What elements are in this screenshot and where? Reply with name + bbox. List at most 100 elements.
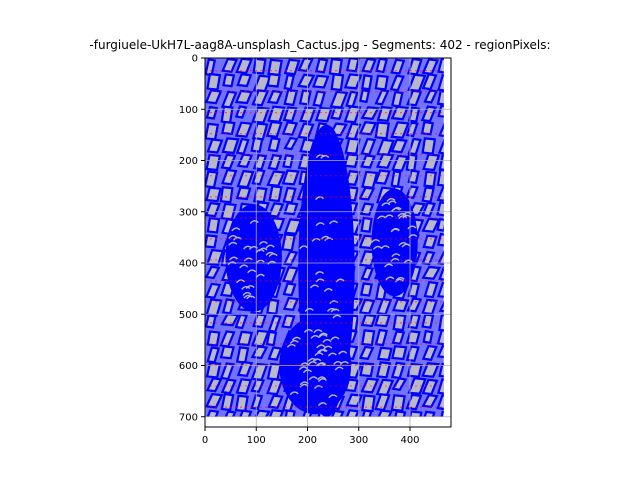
cactus-texture: [308, 376, 318, 381]
x-tick-label: 100: [247, 435, 266, 446]
y-tick-label: 300: [179, 207, 198, 218]
segment: [283, 218, 303, 235]
segment: [235, 346, 250, 364]
segment: [391, 377, 408, 392]
segment: [282, 154, 295, 169]
segment: [298, 89, 312, 106]
cactus-texture: [245, 285, 255, 290]
segment: [297, 73, 316, 89]
segment: [391, 90, 404, 108]
segment: [343, 73, 363, 90]
cactus-texture: [289, 339, 299, 344]
segment: [389, 74, 405, 92]
cactus-texture: [248, 245, 258, 250]
segment: [283, 88, 299, 107]
segment: [205, 392, 224, 409]
segment: [205, 201, 221, 218]
segment: [205, 314, 217, 329]
segment: [205, 170, 219, 189]
cactus-texture: [403, 259, 413, 264]
segment: [235, 186, 252, 201]
segment: [222, 73, 236, 88]
segment: [375, 153, 395, 169]
segment: [391, 154, 409, 172]
cactus-texture: [243, 257, 253, 262]
segment: [436, 185, 444, 202]
cactus-texture: [239, 264, 249, 269]
cactus-texture: [394, 278, 404, 283]
segment: [361, 329, 376, 347]
cactus-texture: [329, 300, 339, 305]
segment: [206, 248, 225, 266]
segment: [284, 409, 296, 417]
segment: [437, 74, 444, 92]
segment: [392, 313, 407, 332]
segment: [436, 232, 444, 247]
cactus-texture: [265, 244, 275, 249]
x-tick-label: 300: [349, 435, 368, 446]
cactus-texture: [318, 348, 328, 353]
segment: [206, 72, 222, 91]
segment: [360, 266, 375, 281]
segment: [283, 58, 301, 76]
cactus-texture: [338, 350, 348, 355]
segment: [421, 217, 441, 233]
segment: [224, 410, 237, 417]
cactus-texture: [318, 332, 328, 337]
x-tick-label: 200: [298, 435, 317, 446]
segment: [374, 89, 390, 106]
segment: [267, 314, 282, 333]
segment: [360, 313, 377, 328]
cactus-texture: [408, 234, 418, 239]
segment: [375, 361, 392, 379]
cactus-texture: [258, 241, 268, 246]
cactus-texture: [298, 366, 308, 371]
x-axis: 0 100 200 300 400: [202, 427, 420, 446]
segment: [267, 394, 284, 409]
cactus-texture: [397, 212, 407, 217]
segment: [234, 121, 253, 138]
cactus-segment: [371, 188, 418, 297]
segment: [205, 377, 223, 393]
segment: [234, 89, 254, 105]
segment: [376, 105, 393, 122]
segment: [392, 298, 410, 313]
segment: [436, 168, 444, 187]
segment: [374, 328, 389, 347]
segment: [252, 153, 268, 171]
cactus-texture: [372, 245, 383, 250]
segment: [421, 137, 437, 155]
segment: [421, 250, 436, 266]
cactus-texture: [323, 345, 333, 350]
segment: [438, 362, 444, 378]
segment: [361, 394, 376, 413]
segment: [359, 362, 375, 378]
cactus-texture: [247, 269, 257, 274]
cactus-texture: [390, 228, 400, 233]
cactus-texture: [318, 334, 328, 338]
segment: [281, 266, 300, 283]
segment: [282, 282, 297, 297]
cactus-texture: [398, 215, 408, 220]
y-tick-label: 0: [192, 54, 198, 65]
cactus-texture: [304, 307, 314, 312]
cactus-texture: [314, 271, 324, 276]
segment: [407, 313, 421, 330]
cactus-texture: [312, 358, 322, 363]
segment: [374, 121, 390, 140]
cactus-texture: [315, 222, 325, 227]
segment: [437, 138, 444, 155]
cactus-texture: [314, 352, 324, 357]
segment: [267, 153, 283, 171]
segment: [345, 58, 360, 73]
cactus-texture: [313, 385, 323, 390]
segment: [407, 137, 422, 156]
segment: [438, 266, 444, 281]
cactus-texture: [401, 243, 411, 248]
segment: [206, 330, 221, 347]
cactus-texture: [265, 251, 275, 256]
segment: [282, 106, 298, 123]
segment: [405, 185, 419, 199]
cactus-texture: [228, 256, 239, 261]
cactus-texture: [385, 276, 395, 281]
